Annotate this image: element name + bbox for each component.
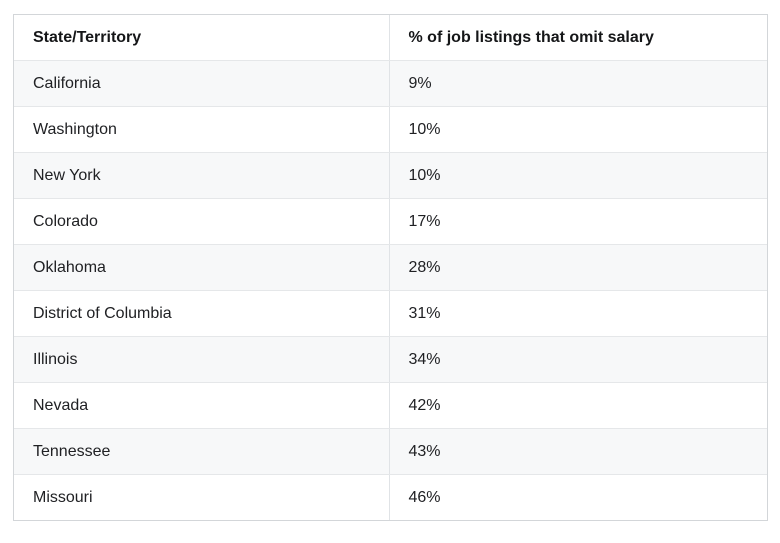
table-row: California 9%: [14, 60, 767, 107]
cell-state: Nevada: [14, 382, 390, 429]
cell-state: Colorado: [14, 198, 390, 245]
table-row: Colorado 17%: [14, 198, 767, 245]
cell-state: California: [14, 60, 390, 107]
cell-state: New York: [14, 152, 390, 199]
table-row: Tennessee 43%: [14, 428, 767, 475]
column-header-state-territory: State/Territory: [14, 15, 390, 61]
salary-omission-table-container: State/Territory % of job listings that o…: [13, 14, 768, 521]
cell-percent: 10%: [389, 152, 767, 199]
cell-state: Washington: [14, 106, 390, 153]
table-row: Illinois 34%: [14, 336, 767, 383]
salary-omission-table: State/Territory % of job listings that o…: [14, 15, 767, 520]
cell-percent: 28%: [389, 244, 767, 291]
cell-state: Missouri: [14, 474, 390, 520]
cell-percent: 9%: [389, 60, 767, 107]
table-row: Oklahoma 28%: [14, 244, 767, 291]
cell-state: Tennessee: [14, 428, 390, 475]
column-header-percent-omit-salary: % of job listings that omit salary: [389, 15, 767, 61]
cell-percent: 46%: [389, 474, 767, 520]
cell-percent: 10%: [389, 106, 767, 153]
cell-percent: 34%: [389, 336, 767, 383]
table-row: New York 10%: [14, 152, 767, 199]
cell-percent: 17%: [389, 198, 767, 245]
cell-percent: 43%: [389, 428, 767, 475]
cell-percent: 31%: [389, 290, 767, 337]
table-row: Nevada 42%: [14, 382, 767, 429]
table-header-row: State/Territory % of job listings that o…: [14, 15, 767, 61]
cell-percent: 42%: [389, 382, 767, 429]
cell-state: District of Columbia: [14, 290, 390, 337]
table-row: District of Columbia 31%: [14, 290, 767, 337]
cell-state: Illinois: [14, 336, 390, 383]
table-row: Missouri 46%: [14, 474, 767, 520]
table-row: Washington 10%: [14, 106, 767, 153]
cell-state: Oklahoma: [14, 244, 390, 291]
